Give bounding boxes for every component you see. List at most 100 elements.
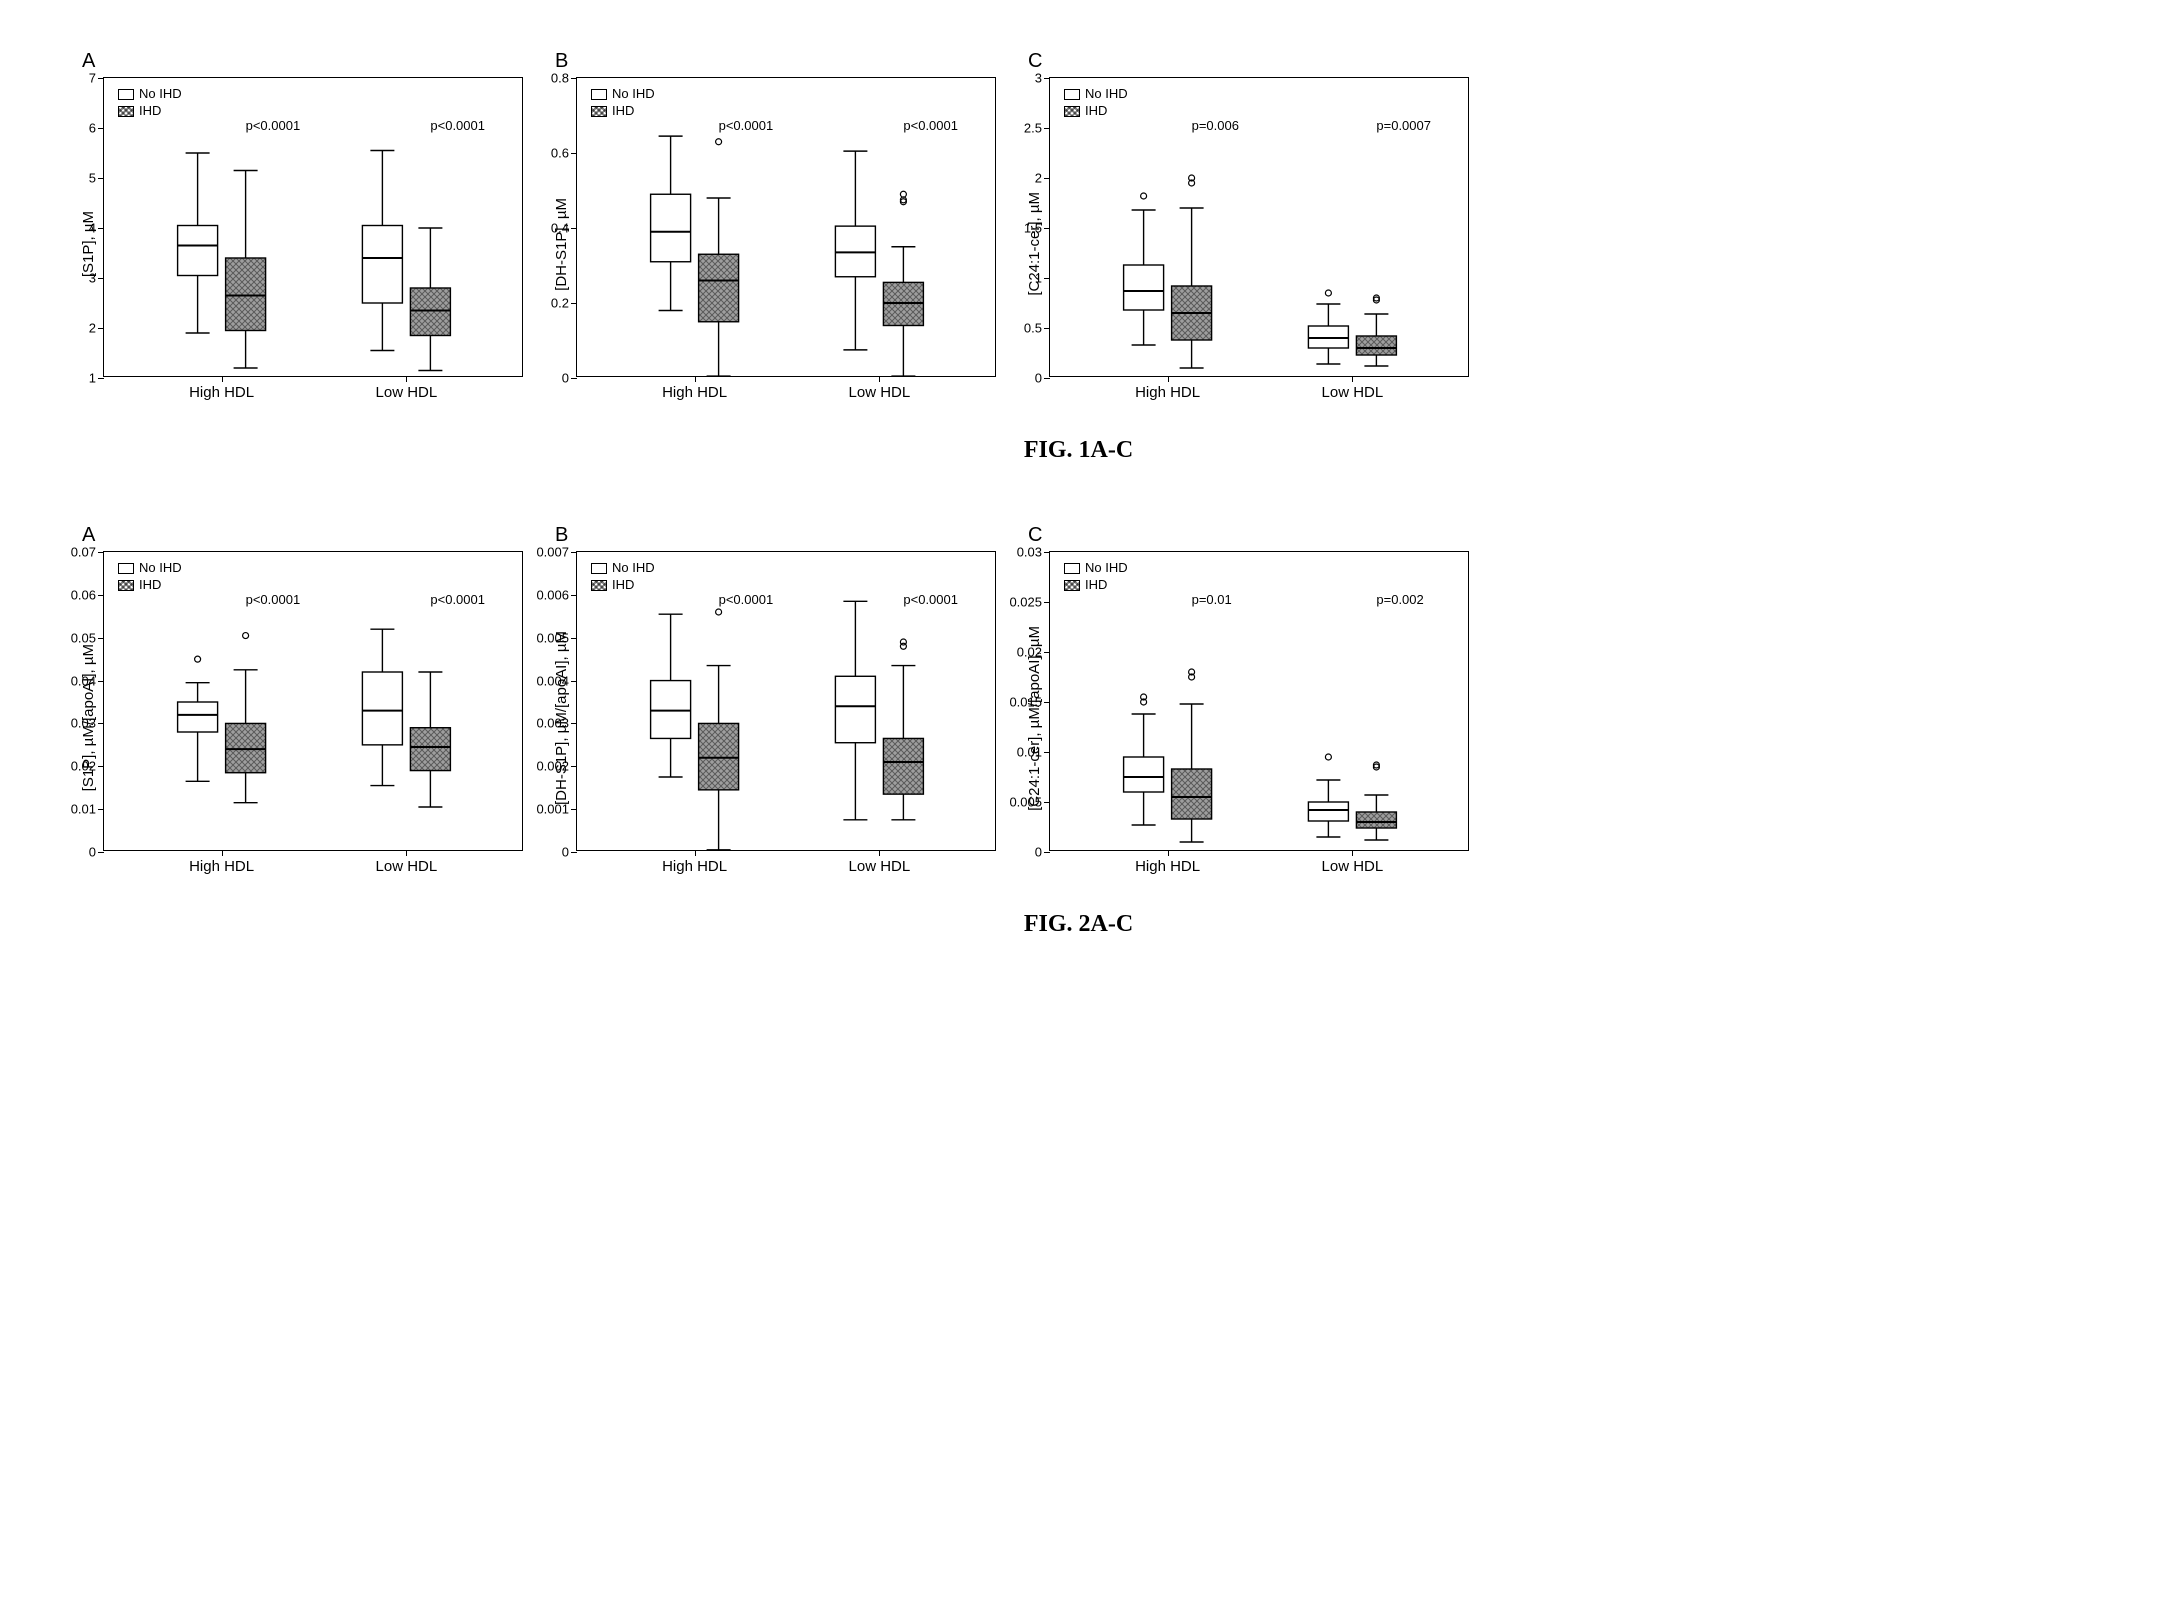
- x-category-label: Low HDL: [376, 858, 438, 875]
- boxplot-box: [362, 629, 402, 785]
- y-tick: [571, 378, 577, 379]
- boxplot-svg: [577, 552, 997, 852]
- boxplot-svg: [1050, 78, 1470, 378]
- y-tick-label: 0.01: [1017, 745, 1042, 760]
- boxplot-box: [1172, 175, 1212, 368]
- y-tick-label: 5: [89, 171, 96, 186]
- y-tick-label: 1: [89, 371, 96, 386]
- boxplot-box: [651, 136, 691, 310]
- x-category-label: Low HDL: [1322, 858, 1384, 875]
- y-tick-label: 0.006: [536, 587, 569, 602]
- boxplot-box: [1172, 669, 1212, 842]
- y-tick-label: 0.6: [551, 146, 569, 161]
- y-tick-label: 0.02: [1017, 645, 1042, 660]
- y-tick-label: 0.4: [551, 221, 569, 236]
- boxplot-box: [1124, 694, 1164, 825]
- boxplot-svg: [104, 78, 524, 378]
- boxplot-box: [699, 609, 739, 850]
- boxplot-box: [178, 153, 218, 333]
- boxplot-box: [1356, 762, 1396, 840]
- plot-area: 00.0050.010.0150.020.0250.03High HDLLow …: [1049, 551, 1469, 851]
- y-tick-label: 0.01: [71, 802, 96, 817]
- plot-area: 00.010.020.030.040.050.060.07High HDLLow…: [103, 551, 523, 851]
- y-tick-label: 0: [562, 845, 569, 860]
- x-category-label: High HDL: [1135, 858, 1200, 875]
- y-tick-label: 0.002: [536, 759, 569, 774]
- x-category-label: High HDL: [189, 858, 254, 875]
- y-tick-label: 0.005: [536, 630, 569, 645]
- y-tick-label: 4: [89, 221, 96, 236]
- y-tick-label: 0.003: [536, 716, 569, 731]
- boxplot-box: [883, 639, 923, 820]
- panel: C[C24:1-cer], µM00.511.522.53High HDLLow…: [1026, 50, 1469, 411]
- plot-area: 1234567High HDLLow HDLNo IHDIHDp<0.0001p…: [103, 77, 523, 377]
- y-tick-label: 7: [89, 71, 96, 86]
- y-tick-label: 0: [1035, 845, 1042, 860]
- y-tick-label: 0: [562, 371, 569, 386]
- y-tick-label: 2: [89, 321, 96, 336]
- boxplot-box: [1308, 754, 1348, 837]
- y-tick-label: 2.5: [1024, 121, 1042, 136]
- boxplot-box: [362, 151, 402, 351]
- boxplot-box: [1124, 193, 1164, 345]
- y-axis-label: [DH-S1P], µM: [553, 198, 570, 291]
- y-tick-label: 0.03: [1017, 545, 1042, 560]
- y-tick: [1044, 852, 1050, 853]
- boxplot-box: [410, 672, 450, 807]
- y-tick-label: 3: [89, 271, 96, 286]
- y-tick-label: 0: [89, 845, 96, 860]
- plot-area: 00.511.522.53High HDLLow HDLNo IHDIHDp=0…: [1049, 77, 1469, 377]
- y-tick-label: 0.06: [71, 587, 96, 602]
- boxplot-box: [1308, 290, 1348, 364]
- chart-wrap: [C24:1-cer], µM/[apoAI], µM00.0050.010.0…: [1026, 551, 1469, 885]
- x-category-label: Low HDL: [849, 858, 911, 875]
- y-tick-label: 1: [1035, 271, 1042, 286]
- y-tick: [571, 852, 577, 853]
- x-category-label: High HDL: [189, 384, 254, 401]
- y-tick-label: 0.5: [1024, 321, 1042, 336]
- boxplot-svg: [104, 552, 524, 852]
- plot-area: 00.0010.0020.0030.0040.0050.0060.007High…: [576, 551, 996, 851]
- panel-row: A[S1P], µM1234567High HDLLow HDLNo IHDIH…: [80, 50, 2077, 411]
- figure-block: A[S1P], µM1234567High HDLLow HDLNo IHDIH…: [80, 50, 2077, 464]
- panel: A[S1P], µM1234567High HDLLow HDLNo IHDIH…: [80, 50, 523, 411]
- y-tick-label: 0.005: [1009, 795, 1042, 810]
- x-category-label: Low HDL: [849, 384, 911, 401]
- y-tick-label: 0.04: [71, 673, 96, 688]
- x-category-label: Low HDL: [1322, 384, 1384, 401]
- x-category-label: High HDL: [662, 384, 727, 401]
- boxplot-svg: [577, 78, 997, 378]
- y-tick-label: 0.001: [536, 802, 569, 817]
- x-category-label: High HDL: [1135, 384, 1200, 401]
- y-tick-label: 3: [1035, 71, 1042, 86]
- boxplot-box: [835, 601, 875, 820]
- y-tick-label: 0.025: [1009, 595, 1042, 610]
- figure-block: A[S1P], µM/[apoAI], µM00.010.020.030.040…: [80, 524, 2077, 938]
- panel: B[DH-S1P], µM00.20.40.60.8High HDLLow HD…: [553, 50, 996, 411]
- boxplot-box: [651, 614, 691, 777]
- panel: B[DH-S1P], µM/[apoAI], µM00.0010.0020.00…: [553, 524, 996, 885]
- figure-caption: FIG. 1A-C: [80, 437, 2077, 464]
- x-category-label: Low HDL: [376, 384, 438, 401]
- y-tick-label: 1.5: [1024, 221, 1042, 236]
- boxplot-box: [883, 191, 923, 376]
- boxplot-box: [410, 228, 450, 371]
- y-tick-label: 0: [1035, 371, 1042, 386]
- panel: C[C24:1-cer], µM/[apoAI], µM00.0050.010.…: [1026, 524, 1469, 885]
- y-tick-label: 0.004: [536, 673, 569, 688]
- boxplot-box: [1356, 295, 1396, 366]
- y-tick-label: 0.007: [536, 545, 569, 560]
- panel-row: A[S1P], µM/[apoAI], µM00.010.020.030.040…: [80, 524, 2077, 885]
- y-tick: [98, 378, 104, 379]
- chart-wrap: [DH-S1P], µM/[apoAI], µM00.0010.0020.003…: [553, 551, 996, 885]
- y-tick-label: 0.2: [551, 296, 569, 311]
- boxplot-box: [699, 139, 739, 376]
- boxplot-box: [226, 633, 266, 803]
- y-tick-label: 0.015: [1009, 695, 1042, 710]
- chart-wrap: [DH-S1P], µM00.20.40.60.8High HDLLow HDL…: [553, 77, 996, 411]
- chart-wrap: [S1P], µM/[apoAI], µM00.010.020.030.040.…: [80, 551, 523, 885]
- y-tick-label: 0.05: [71, 630, 96, 645]
- y-tick-label: 0.07: [71, 545, 96, 560]
- boxplot-box: [178, 656, 218, 781]
- y-tick: [98, 852, 104, 853]
